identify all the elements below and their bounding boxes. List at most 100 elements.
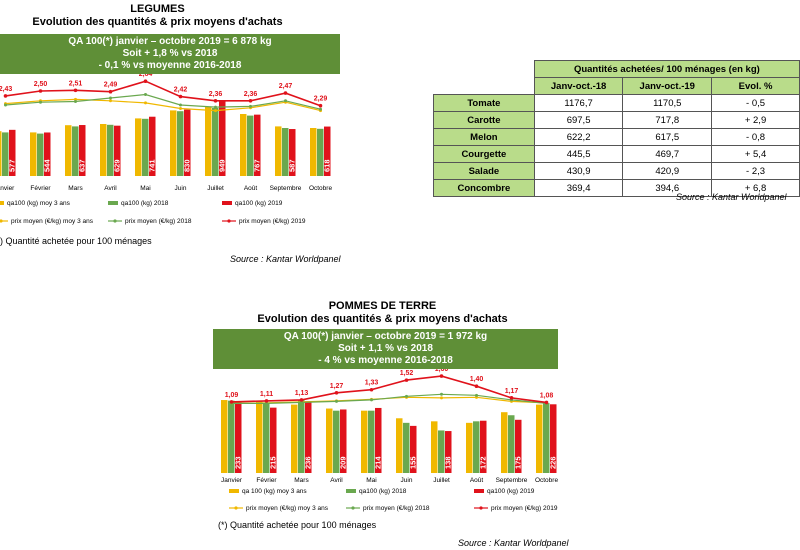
bar xyxy=(466,422,473,473)
price-point xyxy=(299,398,304,402)
x-tick-label: Mars xyxy=(294,477,309,484)
bar-data-label: 637 xyxy=(77,159,86,172)
price-point xyxy=(74,97,77,101)
bar xyxy=(282,128,289,176)
legend-label: prix moyen (€/kg) 2018 xyxy=(363,505,430,512)
row-label: Carotte xyxy=(433,111,535,129)
table-row: Salade 430,9 420,9 - 2,3 xyxy=(433,162,800,180)
bar xyxy=(184,109,191,176)
x-tick-label: Février xyxy=(256,477,277,484)
bar xyxy=(515,419,522,473)
table-header-row: Janv-oct.-18 Janv-oct.-19 Evol. % xyxy=(434,77,800,95)
bar-data-label: 618 xyxy=(322,159,331,172)
price-line xyxy=(5,93,321,110)
bar xyxy=(291,404,298,473)
price-point xyxy=(335,399,338,403)
price-data-label: 2,50 xyxy=(34,81,48,88)
cell-evol: + 6,8 xyxy=(711,179,800,197)
price-point xyxy=(214,105,217,109)
price-line xyxy=(5,80,321,107)
price-point xyxy=(144,101,147,105)
legumes-heading: LEGUMES xyxy=(130,3,185,15)
bar xyxy=(310,128,317,176)
bar xyxy=(361,410,368,473)
x-tick-label: Janvier xyxy=(221,477,243,484)
price-point xyxy=(300,400,303,404)
price-point xyxy=(109,99,112,103)
pommes-banner-line-1: QA 100(*) janvier – octobre 2019 = 1 972… xyxy=(283,331,488,342)
price-data-label: 1,33 xyxy=(365,380,379,387)
table-source: Source : Kantar Worldpanel xyxy=(676,192,787,202)
bar xyxy=(79,125,86,176)
price-point xyxy=(74,100,77,103)
row-label: Tomate xyxy=(433,94,535,112)
cell-2019: 469,7 xyxy=(622,145,713,163)
pommes-banner: QA 100(*) janvier – octobre 2019 = 1 972… xyxy=(213,329,558,369)
legend-label: prix moyen (€/kg) 2018 xyxy=(125,218,192,225)
price-point xyxy=(440,396,443,400)
bar xyxy=(333,410,340,473)
table-title-row: Quantités achetées/ 100 ménages (en kg) xyxy=(434,60,800,78)
bar-data-label: 741 xyxy=(147,159,156,172)
bar xyxy=(431,421,438,473)
bar xyxy=(375,407,382,473)
bar xyxy=(235,402,242,473)
pommes-chart: 233 Janvier 215 Février 236 Mars 209 Avril 214 Ma… xyxy=(221,369,558,512)
bar xyxy=(219,100,226,176)
table-title: Quantités achetées/ 100 ménages (en kg) xyxy=(533,60,800,78)
legend-label: qa100 (kg) 2018 xyxy=(121,200,169,207)
x-tick-label: Septembre xyxy=(496,477,528,484)
price-line xyxy=(231,393,547,404)
price-point xyxy=(404,378,409,382)
x-tick-label: Juillet xyxy=(207,185,224,192)
bar xyxy=(2,132,9,176)
price-data-label: 2,36 xyxy=(244,91,258,98)
legend-swatch-marker xyxy=(234,506,238,510)
legend-label: qa 100 (kg) moy 3 ans xyxy=(242,488,307,495)
price-point xyxy=(179,107,182,110)
row-label: Courgette xyxy=(433,145,535,163)
price-point xyxy=(3,94,8,98)
price-data-label: 2,43 xyxy=(0,86,12,93)
price-point xyxy=(283,91,288,95)
bar xyxy=(107,124,114,176)
legend-label: prix moyen (€/kg) moy 3 ans xyxy=(246,505,329,512)
price-data-label: 1,08 xyxy=(540,392,554,399)
pommes-banner-line-3: - 4 % vs moyenne 2016-2018 xyxy=(318,355,453,366)
price-point xyxy=(144,93,147,96)
bar xyxy=(324,126,331,176)
bar xyxy=(536,404,543,473)
price-data-label: 1,09 xyxy=(225,392,239,399)
price-point xyxy=(284,99,287,103)
bar xyxy=(44,132,51,176)
bar xyxy=(550,404,557,473)
row-label: Concombre xyxy=(433,179,535,197)
bar-data-label: 175 xyxy=(513,456,522,469)
bar xyxy=(205,106,212,176)
pommes-source: Source : Kantar Worldpanel xyxy=(458,538,569,548)
bar-data-label: 226 xyxy=(548,456,557,469)
bar xyxy=(270,407,277,473)
price-point xyxy=(475,393,478,397)
price-point xyxy=(249,104,252,108)
bar xyxy=(212,108,219,176)
cell-2018: 430,9 xyxy=(533,162,624,180)
legumes-subheading: Evolution des quantités & prix moyens d'… xyxy=(32,16,283,28)
legend-swatch xyxy=(108,201,118,205)
bar-data-label: 215 xyxy=(268,456,277,469)
cell-2018: 369,4 xyxy=(533,179,624,197)
legend-swatch-marker xyxy=(227,219,231,223)
bar xyxy=(149,116,156,176)
bar xyxy=(30,132,37,176)
price-data-label: 1,52 xyxy=(400,370,414,377)
price-point xyxy=(73,88,78,93)
bar-data-label: 236 xyxy=(303,456,312,469)
bar xyxy=(254,114,261,176)
pommes-footnote: (*) Quantité achetée pour 100 ménages xyxy=(218,520,377,530)
row-label: Melon xyxy=(433,128,535,146)
price-point xyxy=(213,99,218,103)
bar xyxy=(480,420,487,473)
legend-swatch xyxy=(0,201,4,205)
price-point xyxy=(248,99,253,103)
bar xyxy=(305,401,312,473)
